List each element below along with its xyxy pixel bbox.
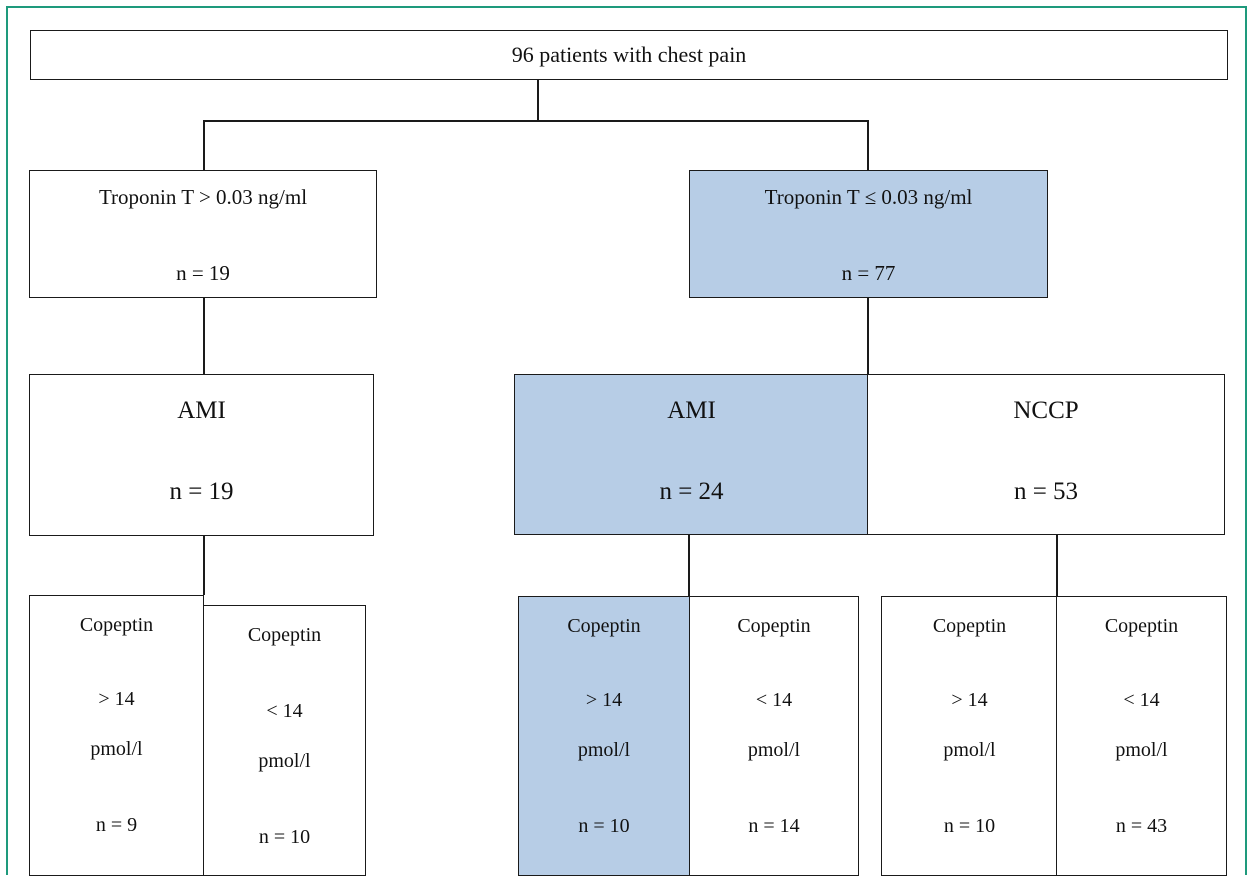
right-ami-box: AMI n = 24	[514, 374, 869, 535]
right-troponin-title: Troponin T ≤ 0.03 ng/ml	[764, 185, 973, 209]
copeptin-threshold: < 14	[1123, 689, 1160, 711]
copeptin-n: n = 14	[748, 815, 800, 837]
left-copeptin-high-box: Copeptin > 14 pmol/l n = 9	[29, 595, 204, 876]
connector-nccp-to-copeptin	[1056, 533, 1058, 596]
connector-ami-to-copeptin	[688, 520, 690, 596]
nccp-title: NCCP	[1013, 397, 1079, 424]
copeptin-unit: pmol/l	[258, 750, 311, 772]
copeptin-label: Copeptin	[737, 615, 811, 637]
copeptin-label: Copeptin	[567, 615, 641, 637]
copeptin-threshold: > 14	[98, 688, 135, 710]
root-box: 96 patients with chest pain	[30, 30, 1228, 80]
right-troponin-n: n = 77	[841, 261, 896, 285]
copeptin-n: n = 10	[943, 815, 996, 837]
left-troponin-n: n = 19	[176, 261, 230, 285]
copeptin-threshold: > 14	[951, 689, 988, 711]
right-ami-n: n = 24	[659, 478, 724, 505]
right-ami-title: AMI	[667, 397, 716, 424]
copeptin-label: Copeptin	[79, 614, 154, 636]
left-troponin-box: Troponin T > 0.03 ng/ml n = 19	[29, 170, 377, 298]
copeptin-unit: pmol/l	[1115, 739, 1168, 761]
left-copeptin-low-box: Copeptin < 14 pmol/l n = 10	[203, 605, 366, 876]
copeptin-n: n = 10	[578, 815, 630, 837]
copeptin-threshold: < 14	[266, 700, 303, 722]
nccp-n: n = 53	[1013, 478, 1079, 505]
copeptin-n: n = 9	[95, 814, 138, 836]
left-ami-title: AMI	[177, 397, 226, 424]
connector-left-dx-to-copeptin	[203, 535, 205, 595]
copeptin-unit: pmol/l	[577, 739, 631, 761]
copeptin-unit: pmol/l	[943, 739, 996, 761]
ami-copeptin-low-box: Copeptin < 14 pmol/l n = 14	[689, 596, 859, 876]
copeptin-threshold: < 14	[755, 689, 793, 711]
left-ami-n: n = 19	[169, 478, 234, 505]
connector-left-header-to-dx	[203, 297, 205, 374]
root-label: 96 patients with chest pain	[511, 42, 747, 67]
copeptin-n: n = 10	[258, 826, 311, 848]
left-troponin-title: Troponin T > 0.03 ng/ml	[98, 185, 308, 209]
copeptin-label: Copeptin	[247, 624, 322, 646]
nccp-copeptin-low-box: Copeptin < 14 pmol/l n = 43	[1056, 596, 1227, 876]
connector-branch-horizontal	[203, 120, 868, 122]
connector-left-down	[203, 120, 205, 170]
copeptin-threshold: > 14	[585, 689, 623, 711]
copeptin-unit: pmol/l	[747, 739, 801, 761]
connector-right-header-to-dx	[867, 297, 869, 374]
copeptin-label: Copeptin	[1104, 615, 1179, 637]
left-ami-box: AMI n = 19	[29, 374, 374, 536]
copeptin-label: Copeptin	[932, 615, 1007, 637]
nccp-copeptin-high-box: Copeptin > 14 pmol/l n = 10	[881, 596, 1058, 876]
nccp-box: NCCP n = 53	[867, 374, 1225, 535]
ami-copeptin-high-box: Copeptin > 14 pmol/l n = 10	[518, 596, 690, 876]
connector-root-down	[537, 80, 539, 120]
connector-right-down	[867, 120, 869, 170]
right-troponin-box: Troponin T ≤ 0.03 ng/ml n = 77	[689, 170, 1048, 298]
copeptin-n: n = 43	[1115, 815, 1168, 837]
copeptin-unit: pmol/l	[90, 738, 143, 760]
